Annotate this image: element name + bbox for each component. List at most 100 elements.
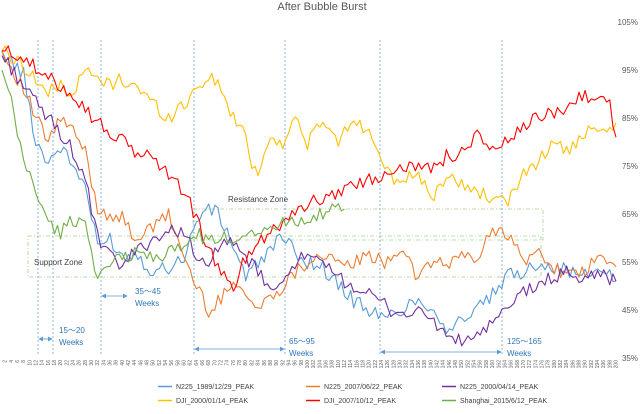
x-tick-label: 156 (478, 360, 484, 369)
x-tick-label: 190 (583, 360, 589, 369)
series-line (1, 45, 617, 207)
y-tick-label: 35% (622, 354, 638, 363)
anno-125-165-weeks: Weeks (507, 349, 531, 358)
x-tick-label: 140 (428, 360, 434, 369)
x-tick-label: 88 (268, 360, 274, 366)
x-tick-label: 170 (521, 360, 527, 369)
x-tick-label: 148 (453, 360, 459, 369)
chart-title: After Bubble Burst (277, 1, 366, 13)
x-tick-label: 200 (614, 360, 620, 369)
anno-35-45: 35～45 (135, 287, 161, 296)
x-tick-label: 82 (249, 360, 255, 366)
x-tick-label: 188 (576, 360, 582, 369)
anno-15-20-weeks: Weeks (59, 338, 83, 347)
anno-65-95: 65～95 (289, 337, 315, 346)
x-tick-label: 70 (212, 360, 218, 366)
anno-35-45-weeks: Weeks (135, 299, 159, 308)
x-tick-label: 182 (558, 360, 564, 369)
x-tick-label: 34 (101, 360, 107, 366)
x-tick-label: 48 (145, 360, 151, 366)
x-tick-label: 102 (311, 360, 317, 369)
x-tick-label: 152 (465, 360, 471, 369)
x-tick-label: 106 (323, 360, 329, 369)
x-tick-label: 138 (422, 360, 428, 369)
x-tick-label: 74 (225, 360, 231, 366)
x-tick-label: 168 (515, 360, 521, 369)
y-tick-label: 75% (622, 162, 638, 171)
legend-label: N225_2007/06/22_PEAK (324, 384, 403, 391)
x-tick-label: 172 (527, 360, 533, 369)
x-tick-label: 160 (490, 360, 496, 369)
x-tick-label: 176 (539, 360, 545, 369)
series-line (1, 69, 345, 280)
x-tick-label: 150 (459, 360, 465, 369)
support-zone-label: Support Zone (34, 258, 83, 267)
x-tick-label: 104 (317, 360, 323, 369)
x-tick-label: 90 (274, 360, 280, 366)
series-line (1, 50, 617, 318)
x-tick-label: 174 (533, 360, 539, 369)
x-tick-label: 78 (237, 360, 243, 366)
y-tick-label: 105% (618, 18, 638, 27)
x-tick-label: 98 (299, 360, 305, 366)
y-tick-label: 55% (622, 258, 638, 267)
x-tick-label: 4 (9, 360, 15, 363)
support-zone-box (27, 235, 542, 278)
x-tick-label: 46 (138, 360, 144, 366)
x-tick-label: 192 (589, 360, 595, 369)
series-line (1, 55, 617, 347)
x-tick-label: 158 (484, 360, 490, 369)
x-tick-label: 132 (404, 360, 410, 369)
x-tick-label: 18 (52, 360, 58, 366)
series-line (1, 45, 617, 292)
week-arrows (38, 293, 502, 355)
x-tick-label: 134 (410, 360, 416, 369)
x-tick-label: 100 (305, 360, 311, 369)
legend-label: DJI_2007/10/12_PEAK (324, 398, 396, 405)
x-tick-label: 58 (175, 360, 181, 366)
x-tick-label: 164 (502, 360, 508, 369)
legend-label: N225_2000/04/14_PEAK (460, 384, 539, 391)
x-tick-label: 142 (435, 360, 441, 369)
x-tick-label: 28 (83, 360, 89, 366)
x-tick-label: 114 (348, 360, 354, 368)
x-tick-label: 162 (496, 360, 502, 369)
x-tick-label: 8 (21, 360, 27, 363)
x-tick-label: 94 (286, 360, 292, 366)
x-tick-label: 166 (509, 360, 515, 369)
x-tick-label: 194 (595, 360, 601, 369)
x-tick-label: 20 (58, 360, 64, 366)
x-tick-label: 32 (95, 360, 101, 366)
x-tick-label: 146 (447, 360, 453, 369)
x-tick-label: 118 (360, 360, 366, 368)
resistance-zone-label: Resistance Zone (228, 195, 289, 204)
y-tick-label: 95% (622, 66, 638, 75)
x-tick-label: 54 (163, 360, 169, 366)
x-tick-label: 76 (231, 360, 237, 366)
series-line (1, 50, 617, 335)
x-axis: 2 4 6 8 10 12 14 16 18 20 22 24 26 28 30 32 34 36 38 40 42 44… (3, 360, 620, 369)
x-tick-label: 22 (64, 360, 70, 366)
x-tick-label: 30 (89, 360, 95, 366)
x-tick-label: 130 (398, 360, 404, 369)
legend-label: N225_1989/12/29_PEAK (176, 384, 255, 391)
x-tick-label: 186 (570, 360, 576, 369)
x-tick-label: 144 (441, 360, 447, 369)
x-tick-label: 2 (3, 360, 9, 363)
x-tick-label: 96 (293, 360, 299, 366)
x-tick-label: 72 (219, 360, 225, 366)
y-tick-label: 65% (622, 210, 638, 219)
x-tick-label: 56 (169, 360, 175, 366)
x-tick-label: 124 (379, 360, 385, 369)
y-axis: 35% 45% 55% 65% 75% 85% 95% 105% (618, 18, 638, 363)
legend-label: DJI_2000/01/14_PEAK (176, 398, 248, 405)
x-tick-label: 24 (70, 360, 76, 366)
x-tick-label: 38 (114, 360, 120, 366)
legend-label: Shanghai_2015/6/12_PEAK (460, 398, 548, 405)
x-tick-label: 126 (385, 360, 391, 369)
x-tick-label: 110 (336, 360, 342, 368)
x-tick-label: 40 (120, 360, 126, 366)
x-tick-label: 10 (27, 360, 33, 366)
x-tick-label: 184 (564, 360, 570, 369)
x-tick-label: 52 (157, 360, 163, 366)
